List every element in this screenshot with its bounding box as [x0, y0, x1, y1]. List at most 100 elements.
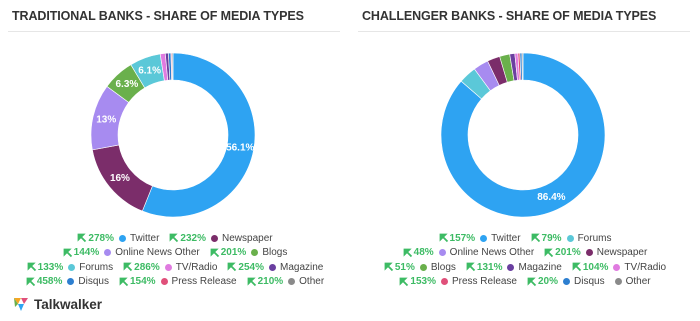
legend-item: 20% Disqus	[527, 276, 605, 287]
change-arrow	[27, 262, 36, 272]
legend-label: Disqus	[78, 276, 109, 288]
legend-label: Online News Other	[449, 247, 535, 259]
change-arrow	[63, 248, 72, 257]
brand-name: Talkwalker	[34, 296, 103, 312]
legend-label: Disqus	[574, 276, 605, 288]
legend-dot	[613, 263, 621, 271]
slice-label: 6.3%	[116, 79, 139, 90]
slice-label: 56.1%	[226, 143, 254, 154]
legend-label: TV/Radio	[624, 261, 667, 273]
legend-row: 157% Twitter 79% Forums	[350, 231, 700, 246]
change-arrow	[527, 277, 537, 286]
legend-dot	[67, 278, 75, 286]
change-arrow	[384, 262, 394, 272]
legend-label: Newspaper	[596, 247, 648, 259]
change-arrow	[119, 277, 129, 286]
legend-label: Twitter	[491, 232, 521, 244]
chart-panel: TRADITIONAL BANKS - SHARE OF MEDIA TYPES…	[0, 0, 350, 290]
legend-label: Twitter	[129, 232, 160, 244]
legend-item: 254% Magazine	[227, 262, 323, 273]
change-label: 48%	[413, 247, 434, 259]
change-arrow	[531, 233, 540, 243]
donut-slice	[521, 52, 524, 81]
slice-label: 13%	[96, 114, 116, 125]
change-arrow	[228, 262, 237, 272]
legend-item: 278% Twitter	[77, 233, 159, 244]
legend-label: Newspaper	[222, 232, 273, 244]
legend-row: 133% Forums 286% TV/Radio 254% Magazine	[0, 260, 350, 275]
legend-label: Blogs	[430, 261, 456, 273]
donut-slice	[171, 52, 174, 81]
change-arrow	[544, 248, 554, 257]
change-label: 201%	[220, 247, 247, 259]
legend-item: 79% Forums	[531, 232, 612, 244]
slice-label: 86.4%	[537, 192, 565, 203]
divider	[358, 31, 690, 32]
slice-label: 6.1%	[138, 65, 161, 76]
legend-item: 133% Forums	[27, 262, 113, 273]
legend-item: 286% TV/Radio	[123, 262, 217, 273]
change-arrow	[403, 248, 412, 257]
chart-title: CHALLENGER BANKS - SHARE OF MEDIA TYPES	[362, 9, 657, 23]
legend-dot	[438, 249, 446, 257]
donut-chart: 56.1% 16% 13% 6.3% 6.1%	[90, 52, 256, 218]
legend-label: Magazine	[279, 261, 324, 273]
legend-label: Other	[625, 276, 651, 288]
change-arrow	[210, 248, 219, 257]
legend-label: Forums	[577, 232, 612, 244]
legend-dot	[251, 249, 259, 257]
change-label: 144%	[73, 247, 100, 259]
legend-item: 51% Blogs	[384, 262, 456, 273]
legend-label: Forums	[79, 261, 114, 273]
legend-item: 210% Other	[247, 276, 324, 288]
legend-row: 51% Blogs 131% Magazine 104% TV/Radio	[350, 260, 700, 275]
change-label: 131%	[476, 261, 503, 273]
legend-label: TV/Radio	[175, 261, 218, 273]
legend: 278% Twitter 232% Newspaper 144% Online News …	[0, 231, 350, 289]
legend-dot	[507, 263, 515, 271]
change-label: 232%	[180, 232, 206, 244]
change-arrow	[399, 277, 409, 286]
legend-row: 458% Disqus 154% Press Release 210% Other	[0, 275, 350, 290]
legend: 157% Twitter 79% Forums 48% Online News Other…	[350, 231, 700, 289]
change-label: 20%	[538, 276, 559, 288]
legend-label: Online News Other	[115, 247, 200, 259]
legend-item: Other	[614, 276, 651, 288]
footer: Talkwalker	[12, 295, 102, 313]
change-arrow	[170, 233, 179, 243]
chart-panel: CHALLENGER BANKS - SHARE OF MEDIA TYPES …	[350, 0, 700, 290]
change-label: 157%	[449, 232, 476, 244]
legend-row: 153% Press Release 20% Disqus Other	[350, 275, 700, 290]
legend-dot	[440, 278, 448, 286]
change-arrow	[77, 233, 87, 243]
change-arrow	[439, 233, 448, 243]
legend-row: 278% Twitter 232% Newspaper	[0, 231, 350, 246]
change-label: 201%	[555, 247, 581, 259]
donut-slice	[141, 52, 256, 218]
change-arrow	[247, 277, 256, 286]
chart-title: TRADITIONAL BANKS - SHARE OF MEDIA TYPES	[12, 9, 304, 23]
legend-item: 201% Blogs	[210, 247, 287, 259]
legend-dot	[160, 278, 168, 286]
legend-item: 232% Newspaper	[169, 232, 273, 244]
change-label: 153%	[410, 276, 436, 288]
change-arrow	[572, 262, 581, 272]
legend-dot	[268, 263, 276, 271]
change-label: 254%	[238, 261, 264, 273]
legend-dot	[104, 249, 112, 257]
legend-item: 154% Press Release	[119, 276, 237, 287]
legend-dot	[288, 278, 296, 286]
brand-logo	[14, 298, 28, 311]
legend-label: Press Release	[451, 276, 517, 288]
legend-label: Magazine	[518, 261, 562, 273]
change-label: 210%	[257, 276, 284, 288]
legend-item: 131% Magazine	[466, 262, 562, 273]
change-arrow	[466, 262, 476, 272]
legend-dot	[585, 249, 593, 257]
donut-slice	[440, 52, 606, 218]
legend-dot	[566, 234, 574, 242]
change-label: 133%	[37, 261, 64, 273]
change-label: 154%	[129, 276, 156, 288]
change-label: 51%	[394, 261, 415, 273]
